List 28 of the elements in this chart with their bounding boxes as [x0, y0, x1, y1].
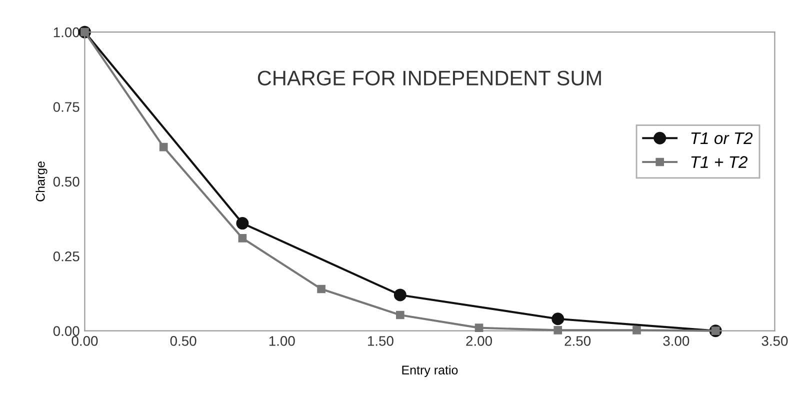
x-tick-label: 1.50 — [368, 336, 394, 346]
legend-label: T1 or T2 — [691, 132, 753, 144]
point — [396, 310, 404, 320]
point — [394, 288, 406, 302]
x-tick-label: 2.00 — [466, 336, 492, 346]
point — [632, 326, 641, 334]
x-tick-label: 1.00 — [269, 336, 295, 346]
x-tick-label: 0.50 — [170, 336, 196, 346]
point — [317, 284, 326, 294]
x-axis-title: Entry ratio — [402, 365, 458, 377]
point — [552, 312, 564, 326]
point — [238, 234, 247, 242]
x-tick-label: 3.50 — [762, 336, 788, 346]
x-tick-label: 3.00 — [663, 336, 690, 346]
point — [474, 324, 484, 332]
point — [554, 326, 562, 334]
point — [159, 142, 168, 152]
legend-label: T1 + T2 — [691, 156, 748, 168]
text: CHARGE FOR INDEPENDENT SUM — [258, 70, 601, 86]
x-tick-label: 2.50 — [564, 336, 591, 346]
y-tick-label: 0.75 — [53, 102, 80, 112]
y-tick-label: 1.00 — [54, 27, 80, 38]
x-tick-label: 0.00 — [72, 336, 98, 346]
y-tick-label: 0.50 — [53, 176, 80, 187]
y-tick-label: 0.00 — [53, 326, 80, 336]
y-axis-title: Charge — [36, 162, 48, 202]
y-tick-label: 0.25 — [53, 251, 80, 262]
point — [236, 217, 249, 230]
